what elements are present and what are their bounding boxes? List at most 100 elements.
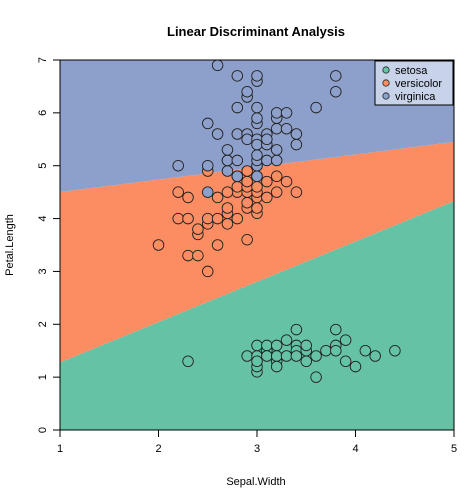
point-versicolor bbox=[201, 212, 214, 225]
point-setosa bbox=[300, 339, 313, 352]
point-setosa bbox=[290, 350, 303, 362]
point-virginica bbox=[251, 101, 263, 114]
x-axis-label: Sepal.Width bbox=[226, 476, 285, 488]
y-tick-label: 7 bbox=[37, 57, 49, 63]
point-virginica bbox=[290, 138, 303, 151]
point-setosa bbox=[339, 355, 352, 368]
point-virginica bbox=[241, 133, 253, 146]
point-setosa bbox=[270, 350, 283, 362]
y-axis-label: Petal.Length bbox=[4, 214, 16, 276]
point-virginica bbox=[270, 107, 283, 119]
point-virginica bbox=[251, 70, 263, 82]
y-tick-label: 2 bbox=[37, 321, 49, 327]
region-setosa bbox=[60, 201, 454, 430]
data-points bbox=[152, 59, 401, 383]
point-virginica bbox=[231, 154, 244, 167]
point-virginica bbox=[261, 154, 273, 167]
legend-label-setosa: setosa bbox=[395, 65, 428, 77]
point-setosa bbox=[359, 344, 372, 357]
point-virginica bbox=[201, 159, 214, 172]
point-setosa bbox=[300, 355, 313, 368]
point-versicolor bbox=[231, 181, 244, 193]
point-versicolor bbox=[211, 191, 224, 204]
point-versicolor bbox=[221, 202, 234, 214]
point-setosa bbox=[251, 339, 263, 352]
point-versicolor bbox=[290, 186, 303, 198]
point-virginica bbox=[251, 170, 263, 183]
point-virginica bbox=[261, 133, 273, 146]
point-versicolor bbox=[182, 212, 194, 225]
point-versicolor bbox=[211, 212, 224, 225]
legend-marker-versicolor bbox=[382, 79, 390, 87]
point-virginica bbox=[231, 128, 244, 140]
point-versicolor bbox=[251, 202, 263, 214]
point-virginica bbox=[280, 107, 293, 119]
point-virginica bbox=[330, 85, 342, 98]
legend-marker-setosa bbox=[382, 66, 390, 74]
point-versicolor bbox=[192, 223, 204, 235]
point-setosa bbox=[320, 344, 332, 357]
point-setosa bbox=[290, 323, 303, 336]
point-virginica bbox=[241, 85, 253, 98]
point-virginica bbox=[172, 159, 184, 172]
point-setosa bbox=[369, 350, 381, 362]
x-axis: 1 2 3 4 5 bbox=[57, 430, 457, 455]
legend-marker-virginica bbox=[382, 92, 390, 100]
point-virginica bbox=[211, 128, 224, 140]
point-setosa bbox=[310, 371, 322, 383]
point-setosa bbox=[251, 355, 263, 368]
point-setosa bbox=[241, 350, 253, 362]
point-virginica bbox=[280, 122, 293, 135]
point-setosa bbox=[349, 360, 362, 373]
x-tick-label: 5 bbox=[451, 443, 457, 455]
point-versicolor bbox=[270, 170, 283, 183]
point-virginica bbox=[221, 144, 234, 156]
point-virginica bbox=[231, 70, 244, 82]
point-versicolor bbox=[221, 218, 234, 230]
point-versicolor bbox=[182, 249, 194, 262]
point-virginica bbox=[290, 128, 303, 140]
point-versicolor bbox=[261, 175, 273, 188]
point-setosa bbox=[330, 323, 342, 336]
point-versicolor bbox=[221, 186, 234, 198]
x-tick-label: 1 bbox=[57, 443, 63, 455]
point-virginica bbox=[310, 101, 322, 114]
point-versicolor bbox=[261, 191, 273, 204]
point-virginica bbox=[251, 149, 263, 161]
point-virginica bbox=[251, 138, 263, 151]
y-tick-label: 4 bbox=[37, 216, 49, 222]
point-virginica bbox=[231, 170, 244, 183]
decision-regions bbox=[60, 60, 454, 430]
point-setosa bbox=[330, 344, 342, 357]
legend-label-versicolor: versicolor bbox=[395, 78, 442, 90]
x-tick-label: 3 bbox=[254, 443, 260, 455]
y-axis: 0 1 2 3 4 5 6 7 bbox=[37, 57, 60, 433]
point-setosa bbox=[182, 355, 194, 368]
legend-label-virginica: virginica bbox=[395, 91, 436, 103]
y-tick-label: 3 bbox=[37, 268, 49, 274]
point-virginica bbox=[201, 117, 214, 130]
point-virginica bbox=[221, 154, 234, 167]
region-versicolor bbox=[60, 141, 454, 363]
point-versicolor bbox=[241, 165, 253, 177]
point-setosa bbox=[261, 339, 273, 352]
point-versicolor bbox=[211, 239, 224, 251]
point-virginica bbox=[231, 101, 244, 114]
point-virginica bbox=[211, 59, 224, 72]
point-setosa bbox=[280, 334, 293, 346]
point-versicolor bbox=[251, 181, 263, 193]
y-tick-label: 1 bbox=[37, 374, 49, 380]
point-versicolor bbox=[172, 212, 184, 225]
point-versicolor bbox=[270, 186, 283, 198]
point-virginica bbox=[270, 144, 283, 156]
point-versicolor bbox=[201, 265, 214, 278]
chart-title: Linear Discriminant Analysis bbox=[167, 24, 345, 39]
point-setosa bbox=[389, 344, 401, 357]
point-versicolor bbox=[192, 249, 204, 262]
point-versicolor bbox=[241, 175, 253, 188]
point-setosa bbox=[270, 339, 283, 352]
y-tick-label: 6 bbox=[37, 110, 49, 116]
point-virginica bbox=[270, 122, 283, 135]
